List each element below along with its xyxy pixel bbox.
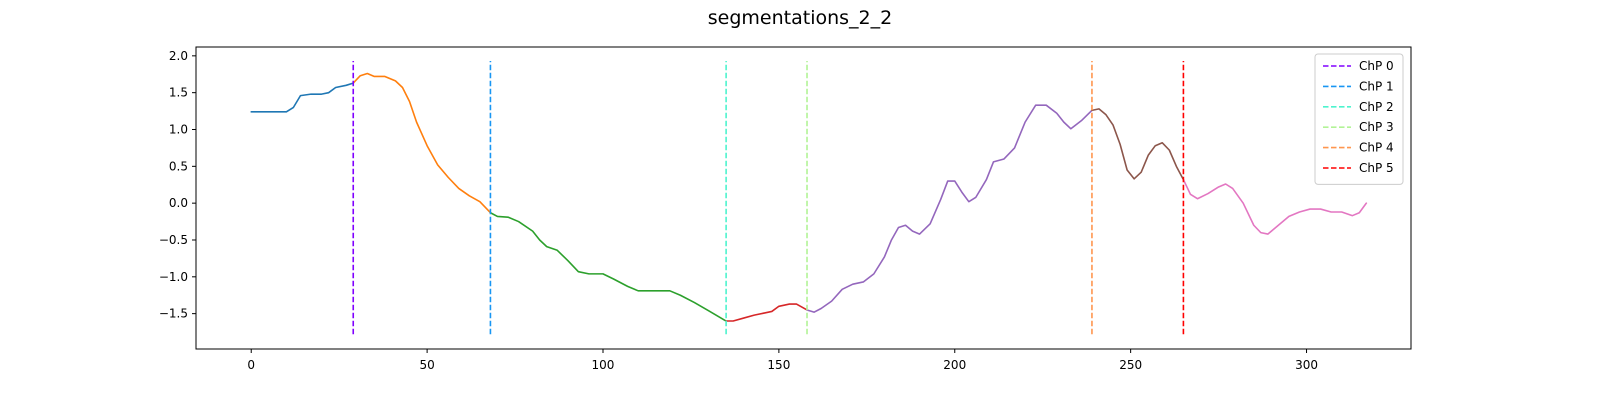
- series-line-segment-5: [1091, 108, 1185, 181]
- y-tick-label: −0.5: [159, 233, 188, 247]
- x-tick-label: 200: [943, 358, 966, 372]
- legend-entry-label: ChP 3: [1359, 120, 1394, 134]
- y-tick-label: 0.0: [169, 196, 188, 210]
- legend-entry-label: ChP 4: [1359, 141, 1394, 155]
- series-line-segment-3: [725, 303, 808, 322]
- legend-entry-label: ChP 1: [1359, 79, 1394, 93]
- series-line-segment-1: [352, 72, 492, 214]
- x-tick-label: 300: [1295, 358, 1318, 372]
- x-tick-label: 100: [592, 358, 615, 372]
- plot-frame: [195, 46, 1412, 350]
- legend-entry-label: ChP 0: [1359, 59, 1394, 73]
- legend-entry-label: ChP 5: [1359, 161, 1394, 175]
- chart-axes: 0 50 100 150 200 250 300 −1.5 −1.0 −0.5 0.0 0.5 1.0 1…: [159, 46, 1412, 372]
- x-tick-label: 250: [1119, 358, 1142, 372]
- x-tick-label: 50: [419, 358, 434, 372]
- series-line-segment-0: [250, 82, 355, 113]
- legend-entry-label: ChP 2: [1359, 100, 1394, 114]
- x-tick-label: 0: [247, 358, 255, 372]
- legend-box: [1314, 53, 1404, 185]
- y-tick-label: 1.5: [169, 86, 188, 100]
- series-line-segment-4: [806, 104, 1093, 313]
- chart-legend: ChP 0 ChP 1 ChP 2 ChP 3 ChP 4 ChP 5: [1314, 53, 1404, 185]
- y-tick-label: 0.5: [169, 159, 188, 173]
- y-tick-label: −1.0: [159, 270, 188, 284]
- series-line-segment-2: [489, 211, 727, 322]
- y-tick-label: −1.5: [159, 307, 188, 321]
- chart-title: segmentations_2_2: [708, 7, 892, 29]
- series-line-segment-6: [1182, 178, 1368, 235]
- y-tick-label: 1.0: [169, 122, 188, 136]
- chart-marks: [250, 60, 1368, 335]
- y-tick-label: 2.0: [169, 49, 188, 63]
- x-tick-label: 150: [767, 358, 790, 372]
